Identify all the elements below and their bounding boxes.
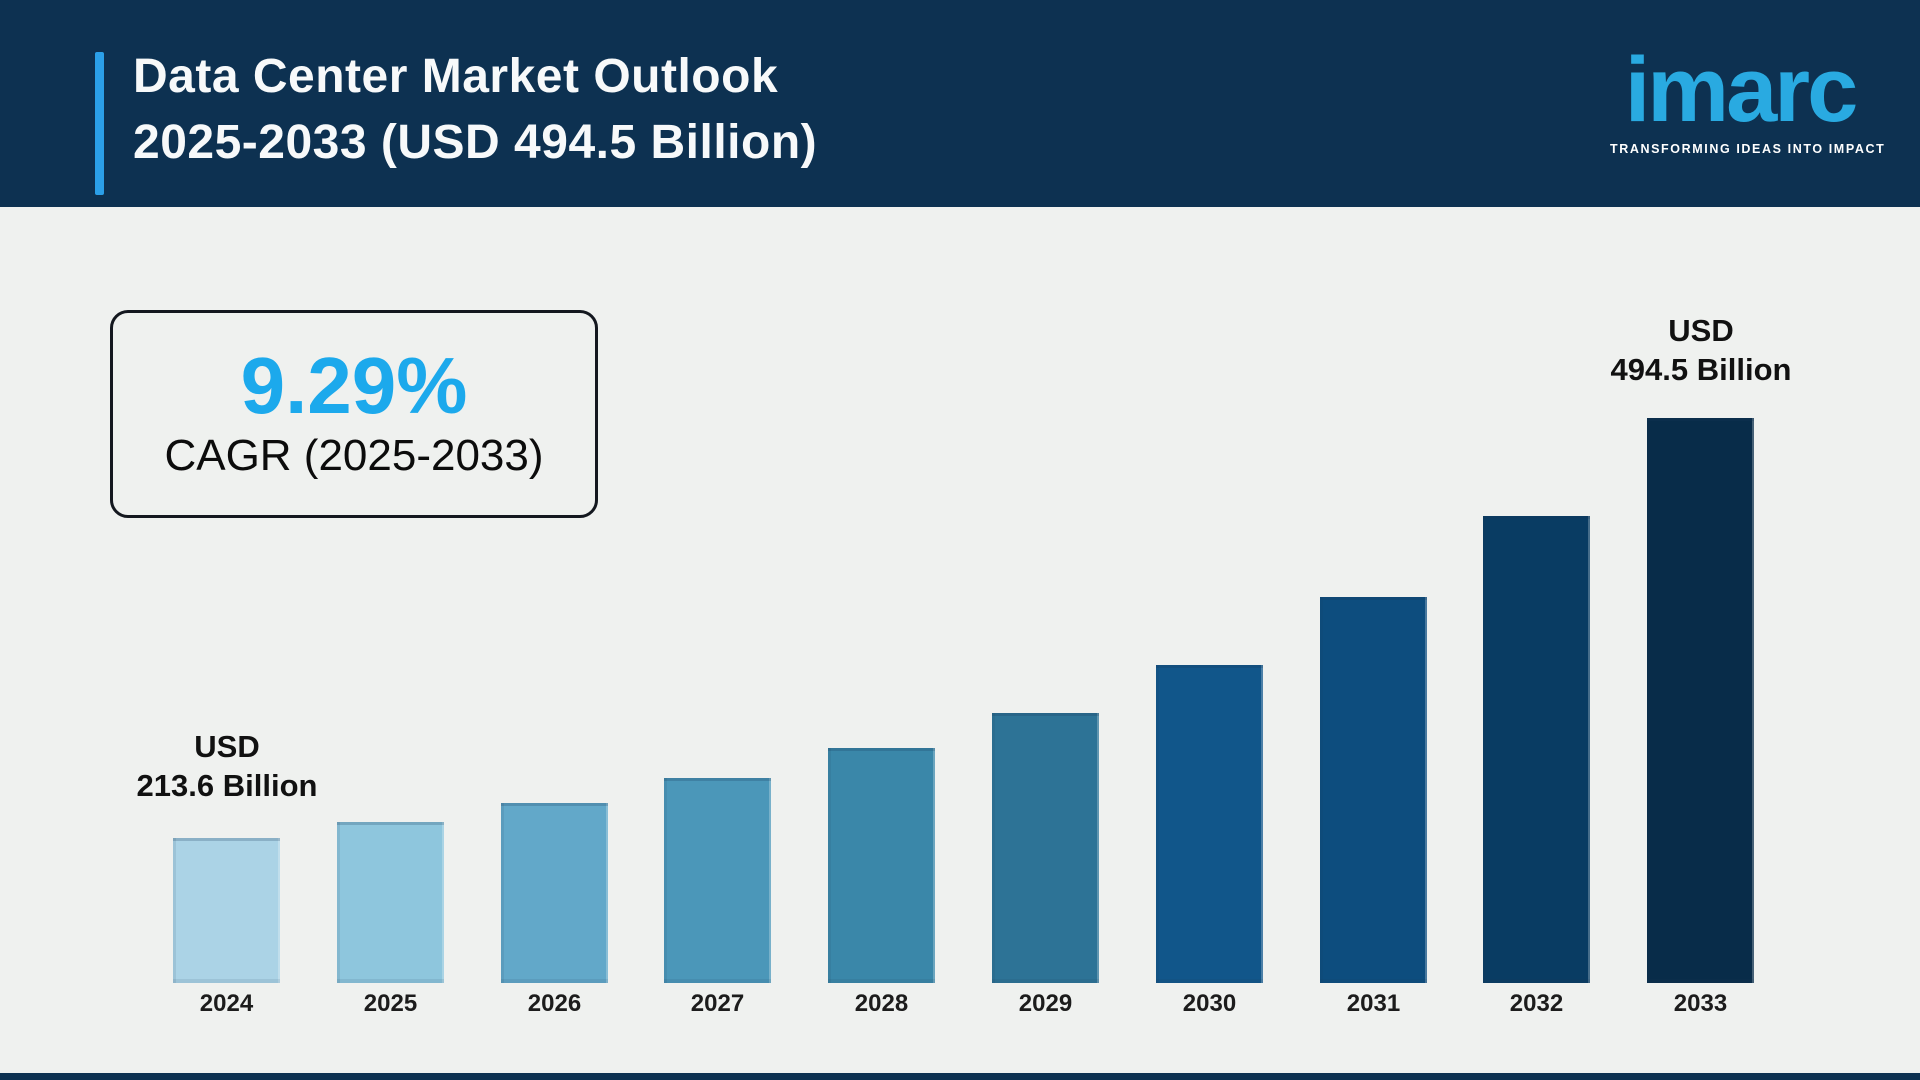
bar-2031 <box>1320 597 1427 983</box>
x-axis-label-2031: 2031 <box>1346 990 1401 1017</box>
cagr-label: CAGR (2025-2033) <box>164 431 544 480</box>
bar-2033 <box>1647 418 1754 983</box>
x-axis-label-2028: 2028 <box>854 990 909 1017</box>
x-axis-label-2030: 2030 <box>1182 990 1237 1017</box>
x-axis-label-2026: 2026 <box>527 990 582 1017</box>
imarc-logo-tagline: TRANSFORMING IDEAS INTO IMPACT <box>1610 142 1886 156</box>
imarc-logo-wordmark: imarc <box>1624 39 1859 141</box>
page-title-line1: Data Center Market Outlook <box>133 50 779 103</box>
bar-2028 <box>828 748 935 983</box>
page-title-line2: 2025-2033 (USD 494.5 Billion) <box>133 116 818 169</box>
bar-2027 <box>664 778 771 983</box>
bar-2025 <box>337 822 444 983</box>
bar-2032 <box>1483 516 1590 983</box>
x-axis-label-2025: 2025 <box>363 990 418 1017</box>
x-axis-label-2029: 2029 <box>1018 990 1073 1017</box>
footer-strip <box>0 1073 1920 1080</box>
last-bar-value-line1: USD <box>1668 313 1734 348</box>
last-bar-value-label: USD 494.5 Billion <box>1611 311 1792 389</box>
x-axis-label-2024: 2024 <box>199 990 254 1017</box>
bar-2026 <box>501 803 608 983</box>
bar-2024 <box>173 838 280 983</box>
page-title: Data Center Market Outlook 2025-2033 (US… <box>133 44 817 176</box>
bar-2030 <box>1156 665 1263 983</box>
x-axis-label-2033: 2033 <box>1673 990 1728 1017</box>
header-banner: Data Center Market Outlook 2025-2033 (US… <box>0 0 1920 207</box>
last-bar-value-line2: 494.5 Billion <box>1610 352 1792 387</box>
bar-2029 <box>992 713 1099 983</box>
first-bar-value-label: USD 213.6 Billion <box>137 727 318 805</box>
first-bar-value-line2: 213.6 Billion <box>136 768 318 803</box>
imarc-logo: imarc TRANSFORMING IDEAS INTO IMPACT <box>1610 39 1886 156</box>
cagr-value: 9.29% <box>240 341 468 430</box>
x-axis-label-2027: 2027 <box>690 990 745 1017</box>
cagr-box: 9.29% CAGR (2025-2033) <box>110 310 598 518</box>
title-accent-bar <box>95 52 104 195</box>
first-bar-value-line1: USD <box>194 729 260 764</box>
x-axis-label-2032: 2032 <box>1509 990 1564 1017</box>
